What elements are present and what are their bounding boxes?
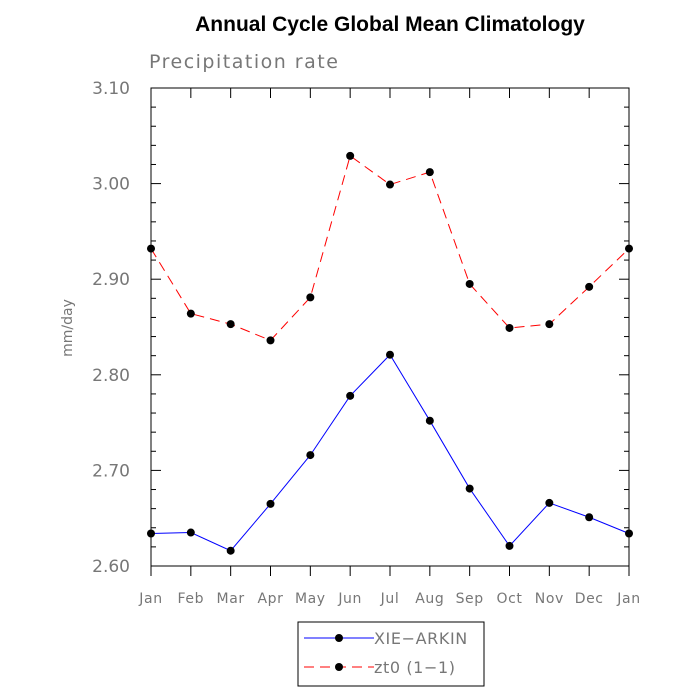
data-point-zt0 xyxy=(425,168,434,177)
data-point-xie-arkin xyxy=(585,513,594,522)
data-point-zt0 xyxy=(226,320,235,329)
x-tick-label: Nov xyxy=(535,591,564,607)
data-point-xie-arkin xyxy=(545,498,554,507)
x-tick-label: Jan xyxy=(616,591,640,607)
x-tick-labels: Jan Feb Mar Apr May Jun Jul Aug Sep Oct Nov Dec Jan xyxy=(138,591,640,607)
y-tick-label: 2.80 xyxy=(92,366,130,386)
x-tick-label: Mar xyxy=(217,591,245,607)
legend: XIE−ARKIN zt0 (1−1) xyxy=(297,621,485,687)
data-point-zt0 xyxy=(505,323,514,332)
x-tick-label: Aug xyxy=(415,591,444,607)
x-tick-label: Feb xyxy=(178,591,205,607)
y-tick-label: 3.10 xyxy=(92,79,130,99)
chart-title: Annual Cycle Global Mean Climatology xyxy=(195,13,585,36)
data-point-xie-arkin xyxy=(266,499,275,508)
x-tick-label: May xyxy=(295,591,326,607)
legend-label-zt0: zt0 (1−1) xyxy=(374,658,456,677)
legend-marker-xie-arkin xyxy=(335,634,343,642)
data-point-xie-arkin xyxy=(186,528,195,537)
data-point-zt0 xyxy=(465,279,474,288)
data-point-zt0 xyxy=(306,293,315,302)
data-point-xie-arkin xyxy=(226,546,235,555)
data-point-zt0 xyxy=(386,180,394,189)
x-tick-label: Apr xyxy=(257,591,283,607)
legend-label-xie-arkin: XIE−ARKIN xyxy=(374,629,468,648)
x-tick-label: Dec xyxy=(575,591,604,607)
axis-ticks xyxy=(150,87,630,576)
legend-box xyxy=(297,621,485,687)
series-line-xie-arkin xyxy=(150,353,630,552)
data-point-zt0 xyxy=(186,309,195,318)
data-point-zt0 xyxy=(625,244,633,253)
data-point-xie-arkin xyxy=(346,391,355,400)
data-point-zt0 xyxy=(585,282,594,291)
data-point-zt0 xyxy=(147,244,155,253)
data-point-xie-arkin xyxy=(147,529,155,538)
x-tick-label: Oct xyxy=(496,591,522,607)
x-tick-label: Jun xyxy=(337,591,362,607)
x-tick-label: Sep xyxy=(456,591,484,607)
data-point-xie-arkin xyxy=(505,541,514,550)
y-tick-label: 2.90 xyxy=(92,270,130,290)
x-tick-label: Jan xyxy=(138,591,162,607)
y-tick-labels: 2.60 2.70 2.80 2.90 3.00 3.10 xyxy=(92,79,130,577)
legend-marker-zt0 xyxy=(335,663,343,671)
y-tick-label: 2.60 xyxy=(92,557,130,577)
data-point-xie-arkin xyxy=(386,350,394,359)
data-point-xie-arkin xyxy=(625,529,633,538)
data-point-xie-arkin xyxy=(306,451,315,460)
y-tick-label: 2.70 xyxy=(92,461,130,481)
chart-subtitle: Precipitation rate xyxy=(149,51,339,73)
y-axis-label: mm/day xyxy=(60,299,76,357)
data-point-xie-arkin xyxy=(465,484,474,493)
x-tick-label: Jul xyxy=(380,591,400,607)
y-tick-label: 3.00 xyxy=(92,175,130,195)
plot-frame xyxy=(150,87,630,567)
data-point-zt0 xyxy=(266,336,275,345)
data-point-zt0 xyxy=(346,151,355,160)
data-point-zt0 xyxy=(545,320,554,329)
series-layer xyxy=(147,151,633,555)
data-point-xie-arkin xyxy=(425,416,434,425)
